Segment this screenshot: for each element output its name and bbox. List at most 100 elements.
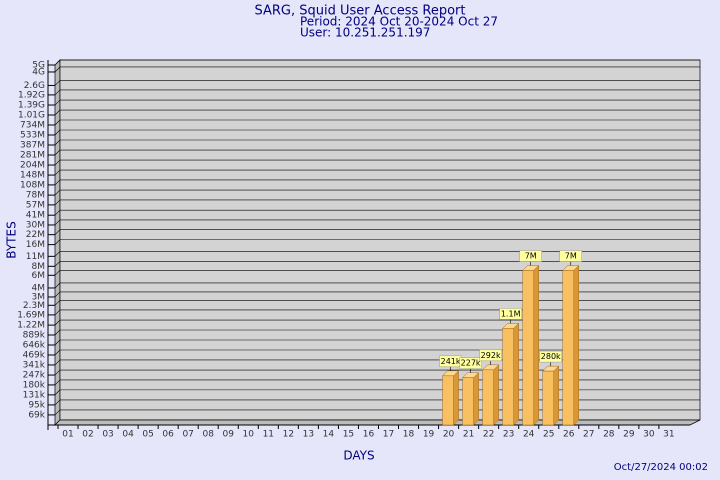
y-tick-label: 22M [26,230,45,240]
x-tick-label: 04 [122,430,134,440]
y-tick-label: 734M [20,120,45,130]
grid-line [54,251,61,257]
x-tick-label: 05 [142,430,153,440]
x-tick-label: 31 [663,430,674,440]
y-tick-label: 78M [26,191,45,201]
bar [442,375,454,426]
bar-side [553,365,559,426]
y-tick-label: 16M [26,240,45,250]
x-tick-label: 07 [182,430,193,440]
grid-line [54,199,61,206]
grid-line [54,300,61,306]
grid-line [54,179,61,186]
y-tick-label: 95k [28,400,45,410]
grid-line [54,239,61,245]
value-label: 7M [565,251,577,260]
x-tick-label: 02 [82,430,93,440]
x-tick-label: 13 [303,430,314,440]
x-tick-label: 20 [443,430,455,440]
x-tick-label: 03 [102,430,113,440]
y-tick-label: 204M [20,161,45,171]
x-tick-label: 23 [503,430,514,440]
y-tick-label: 69k [28,410,45,420]
chart-title: SARG, Squid User Access Report [255,4,466,19]
value-label: 7M [525,251,537,260]
grid-line [54,89,61,96]
grid-line [54,159,61,166]
bar [542,370,554,426]
label-box [499,308,522,320]
grid-line [54,219,61,226]
grid-line [54,99,61,106]
grid-line [54,339,61,346]
y-tick-label: 5G [32,61,45,71]
y-tick-label: 889k [23,331,46,341]
y-tick-label: 148M [20,171,45,181]
bar [482,369,494,426]
value-label: 292k [481,351,501,360]
grid-line [54,291,61,298]
x-tick-label: 29 [623,430,635,440]
grid-line [54,379,61,386]
grid-line [54,229,61,235]
x-tick-label: 27 [583,430,594,440]
x-tick-label: 30 [643,430,655,440]
x-tick-label: 10 [243,430,255,440]
bar-side [493,364,499,426]
x-tick-label: 06 [162,430,174,440]
label-box [539,350,562,363]
x-tick-label: 14 [323,430,335,440]
y-tick-label: 341k [23,360,46,370]
bar [562,270,574,426]
back-wall [59,59,701,421]
x-tick-label: 28 [603,430,615,440]
grid-line [54,359,61,366]
bar [522,270,534,426]
y-tick-label: 4G [32,67,45,77]
y-tick-label: 11M [26,252,45,262]
y-tick-label: 57M [26,200,45,210]
y-tick-label: 2.6G [24,81,45,91]
x-tick-label: 01 [62,430,73,440]
y-tick-label: 646k [23,340,46,350]
x-tick-label: 08 [202,430,214,440]
bar-side [473,372,479,426]
y-tick-label: 41M [26,211,45,221]
value-label: 1.1M [501,309,521,318]
bar-side [453,370,459,426]
x-tick-label: 12 [283,430,294,440]
y-tick-label: 469k [23,351,46,361]
grid-line [54,139,61,146]
y-tick-label: 1.22M [17,321,45,331]
x-tick-label: 22 [483,430,494,440]
y-tick-label: 30M [26,220,45,230]
grid-line [54,319,61,326]
grid-line [54,261,61,267]
grid-line [54,189,61,196]
x-tick-label: 26 [563,430,575,440]
y-axis-label: BYTES [5,221,19,258]
x-tick-label: 19 [423,430,435,440]
grid-line [54,209,61,216]
floor [54,419,701,426]
label-box [519,250,542,262]
grid-line [54,389,61,396]
grid-line [54,59,61,66]
grid-line [54,409,61,416]
bar [502,328,514,426]
x-axis-label: DAYS [343,449,374,463]
grid-line [54,80,61,86]
x-tick-label: 09 [223,430,235,440]
grid-line [54,369,61,376]
value-label: 280k [541,352,561,361]
grid-line [54,270,61,276]
bar-side [573,264,579,426]
grid-line [54,349,61,356]
y-tick-label: 247k [23,371,46,381]
grid-line [54,329,61,336]
x-tick-label: 18 [403,430,415,440]
y-tick-label: 108M [20,180,45,190]
y-tick-label: 3M [32,292,46,302]
bar [462,377,474,426]
